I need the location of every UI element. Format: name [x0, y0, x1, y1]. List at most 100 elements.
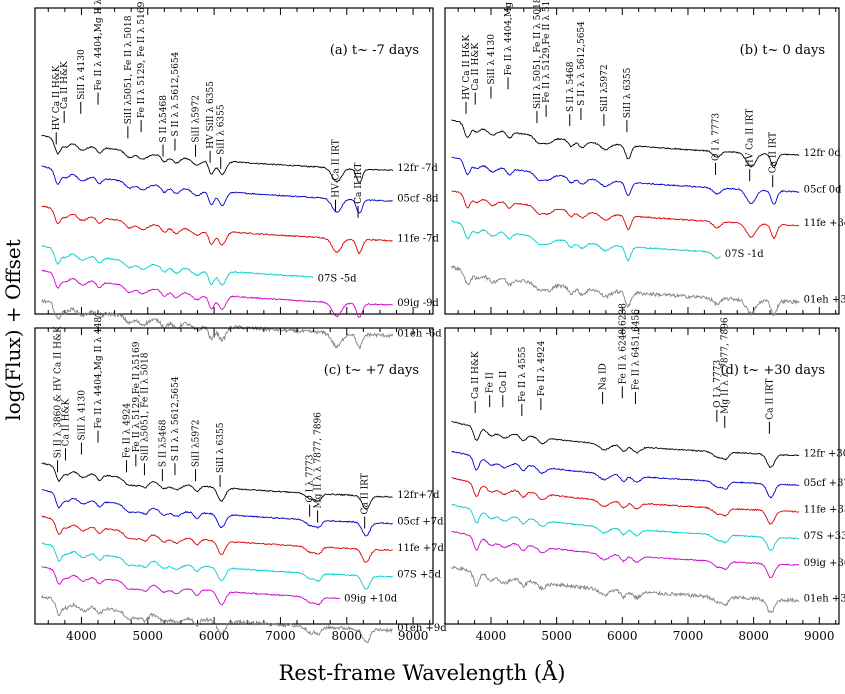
line-id-label: S II λ λ 5612,5654: [171, 51, 181, 136]
spectrum-line: [451, 530, 800, 578]
line-id-label: HV Ca II IRT: [331, 139, 341, 197]
spectrum-line: [451, 265, 800, 317]
line-id-label: SiII λ5972: [192, 95, 202, 143]
panel-d: 4000 5000 6000 7000 8000 9000 (d) t~ +30 days 1…: [444, 303, 845, 643]
line-id-label: O I λ 7773: [306, 454, 316, 502]
x-tick-label: 5000: [541, 629, 572, 643]
line-id-label: S II λ5468: [158, 419, 168, 467]
line-id-label: S II λ λ 5612,5654: [577, 21, 587, 106]
spectrum-line: [451, 503, 800, 552]
series-label: 12fr 0d: [804, 148, 842, 159]
series-label: 09ig -9d: [397, 298, 439, 309]
panel-frame: [444, 7, 840, 315]
line-id-label: Ca II H&K: [60, 61, 70, 109]
series-label: 12fr +30d: [804, 448, 845, 459]
x-tick-label: 7000: [265, 629, 296, 643]
series-label: 07S +5d: [397, 570, 441, 581]
series-label: 05cf 0d: [804, 185, 843, 196]
x-tick-label: 8000: [738, 629, 769, 643]
x-tick-label: 4000: [476, 629, 507, 643]
series-label: 01eh -6d: [397, 328, 442, 339]
x-tick-label: 5000: [132, 629, 163, 643]
spectrum-line: [41, 488, 393, 537]
line-id-label: SiII λ5972: [192, 419, 202, 467]
series-label: 09ig +36d: [804, 558, 845, 569]
panel-frame: [444, 327, 840, 625]
line-id-label: Mg II λ λ 7877, 7896: [314, 412, 324, 509]
line-id-label: Fe II λ 5129, Fe II λ 5169: [137, 1, 147, 118]
series-label: 01eh +9d: [397, 623, 447, 634]
panel-a: (a) t~ -7 days 12fr -7d 05cf -8d 11fe -7d 07…: [34, 0, 442, 350]
x-tick-label: 9000: [804, 629, 835, 643]
x-tick-label: 9000: [398, 629, 429, 643]
series-label: 11fe +3d: [804, 218, 845, 229]
x-tick-label: 6000: [607, 629, 638, 643]
spectrum-line: [41, 134, 394, 183]
panel-title: (a) t~ -7 days: [330, 43, 419, 58]
line-id-label: S II λ 5468: [566, 61, 576, 112]
spectrum-line: [451, 450, 800, 499]
line-id-label: Co II: [499, 370, 509, 393]
line-id-label: Fe II λ 4404,Mg II λ 4481: [94, 0, 104, 91]
panel-c: 4000 5000 6000 7000 8000 9000 (c) t~ +7 days 12…: [34, 311, 447, 644]
spectrum-line: [451, 565, 800, 614]
line-id-label: Fe II λ 4924: [537, 340, 547, 396]
line-id-label: Fe II λ 4924: [123, 403, 133, 459]
line-id-label: Ca II H&K: [471, 43, 481, 91]
line-id-label: O I λ 7773: [712, 113, 722, 161]
series-label: 05cf -8d: [397, 194, 439, 205]
line-id-label: S II λ5468: [159, 95, 169, 143]
line-id-label: O I λ 7773: [713, 360, 723, 408]
spectrum-line: [451, 156, 800, 205]
spectrum-line: [41, 244, 314, 286]
line-id-label: Ca II H&K: [471, 351, 481, 399]
spectrum-line: [41, 542, 393, 590]
line-id-label: SiII λ 4130: [487, 34, 497, 85]
spectrum-line: [451, 190, 800, 240]
spectrum-line: [451, 477, 800, 525]
line-id-label: Fe II λ 4404,Mg II λ 4481: [94, 311, 104, 429]
spectrum-line: [41, 298, 394, 350]
line-id-label: SiII λ5051, Fe II λ 5018: [124, 15, 134, 124]
line-id-label: Ca II H&K: [62, 398, 72, 446]
spectrum-line: [451, 420, 800, 469]
line-id-label: Na ID: [599, 363, 609, 390]
spectrum-line: [41, 462, 393, 511]
series-label: 11fe -7d: [397, 234, 439, 245]
line-id-label: SiII λ 6355: [216, 422, 226, 473]
line-id-label: HV Ca II H&K: [52, 65, 62, 130]
line-id-label: SiII λ 6355: [217, 104, 227, 155]
panel-title: (d) t~ +30 days: [720, 363, 825, 378]
spectrum-line: [41, 566, 341, 606]
line-id-label: SiII λ 6355: [623, 67, 633, 118]
line-id-label: Si II λ 3860 & HV Ca II H&K: [54, 326, 64, 458]
x-tick-label: 7000: [673, 629, 704, 643]
panel-frame: [34, 327, 434, 625]
x-tick-label: 6000: [199, 629, 230, 643]
series-label: 11fe +33d: [804, 505, 845, 516]
spectrum-line: [41, 205, 393, 255]
line-id-label: HV Ca II IRT: [746, 109, 756, 167]
panel-b: (b) t~ 0 days 12fr 0d 05cf 0d 11fe +3d 07S -…: [444, 0, 845, 317]
figure-ylabel: log(Flux) + Offset: [1, 239, 25, 421]
line-id-label: Fe II λ 6451,6456: [631, 309, 641, 390]
series-label: 05cf +7d: [397, 516, 444, 527]
spectrum-line: [41, 515, 393, 563]
line-id-label: Ca II IRT: [765, 378, 775, 419]
series-label: 01eh +32d: [804, 593, 845, 604]
spectrum-line: [451, 119, 800, 168]
line-id-label: SiII λ 4130: [77, 390, 87, 441]
line-id-label: Fe II λ 4555: [518, 346, 528, 402]
line-id-label: Mg II λ λ 7877, 7896: [721, 317, 731, 414]
series-label: 07S -1d: [725, 249, 764, 260]
series-label: 12fr+7d: [397, 490, 440, 501]
spectrum-line: [41, 269, 393, 318]
line-id-label: Fe II λ 5129,Fe II λ5169: [132, 341, 142, 452]
line-id-label: SiII λ 5051, Fe II λ 5018: [533, 0, 543, 109]
figure-xlabel: Rest-frame Wavelength (Å): [279, 660, 566, 685]
spectrum-line: [451, 219, 721, 262]
line-id-label: SiII λ5051, Fe II λ 5018: [140, 352, 150, 461]
line-id-label: HV Ca II H&K: [462, 35, 472, 100]
x-tick-label: 8000: [331, 629, 362, 643]
series-label: 05cf +37d: [804, 478, 845, 489]
